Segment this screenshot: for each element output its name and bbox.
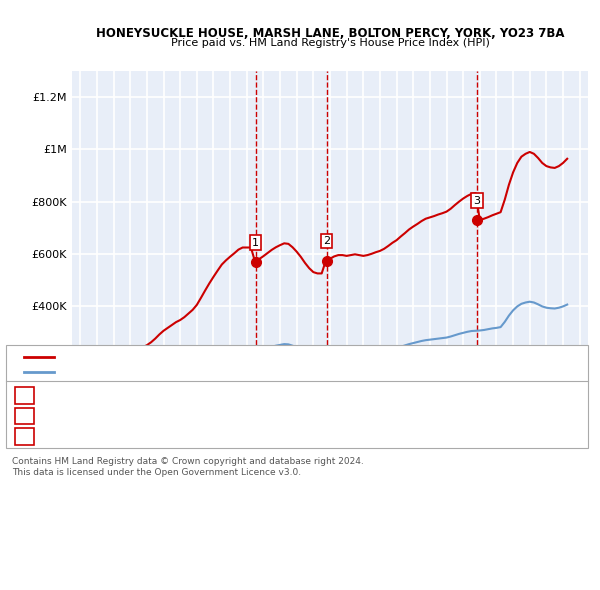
Text: 121% ↑ HPI: 121% ↑ HPI xyxy=(228,432,296,441)
Text: 15-OCT-2009: 15-OCT-2009 xyxy=(48,411,122,421)
Text: £570,000: £570,000 xyxy=(138,391,192,400)
Text: 2: 2 xyxy=(21,411,28,421)
Text: HONEYSUCKLE HOUSE, MARSH LANE, BOLTON PERCY, YORK, YO23 7BA: HONEYSUCKLE HOUSE, MARSH LANE, BOLTON PE… xyxy=(96,27,564,40)
Text: 1: 1 xyxy=(252,238,259,248)
Text: Contains HM Land Registry data © Crown copyright and database right 2024.
This d: Contains HM Land Registry data © Crown c… xyxy=(12,457,364,477)
Text: 2: 2 xyxy=(323,236,330,246)
Text: £730,000: £730,000 xyxy=(138,432,192,441)
Text: Price paid vs. HM Land Registry's House Price Index (HPI): Price paid vs. HM Land Registry's House … xyxy=(170,38,490,48)
Text: 119% ↑ HPI: 119% ↑ HPI xyxy=(228,411,296,421)
Text: 126% ↑ HPI: 126% ↑ HPI xyxy=(228,391,296,400)
Text: HPI: Average price, detached house, North Yorkshire: HPI: Average price, detached house, Nort… xyxy=(60,367,316,376)
Text: 3: 3 xyxy=(21,432,28,441)
Text: 31-OCT-2018: 31-OCT-2018 xyxy=(48,432,122,441)
Text: £575,000: £575,000 xyxy=(138,411,192,421)
Text: 11-JUL-2005: 11-JUL-2005 xyxy=(48,391,122,400)
Text: 3: 3 xyxy=(473,196,481,206)
Text: 1: 1 xyxy=(21,391,28,400)
Text: HONEYSUCKLE HOUSE, MARSH LANE, BOLTON PERCY, YORK, YO23 7BA (detached house: HONEYSUCKLE HOUSE, MARSH LANE, BOLTON PE… xyxy=(60,352,493,362)
